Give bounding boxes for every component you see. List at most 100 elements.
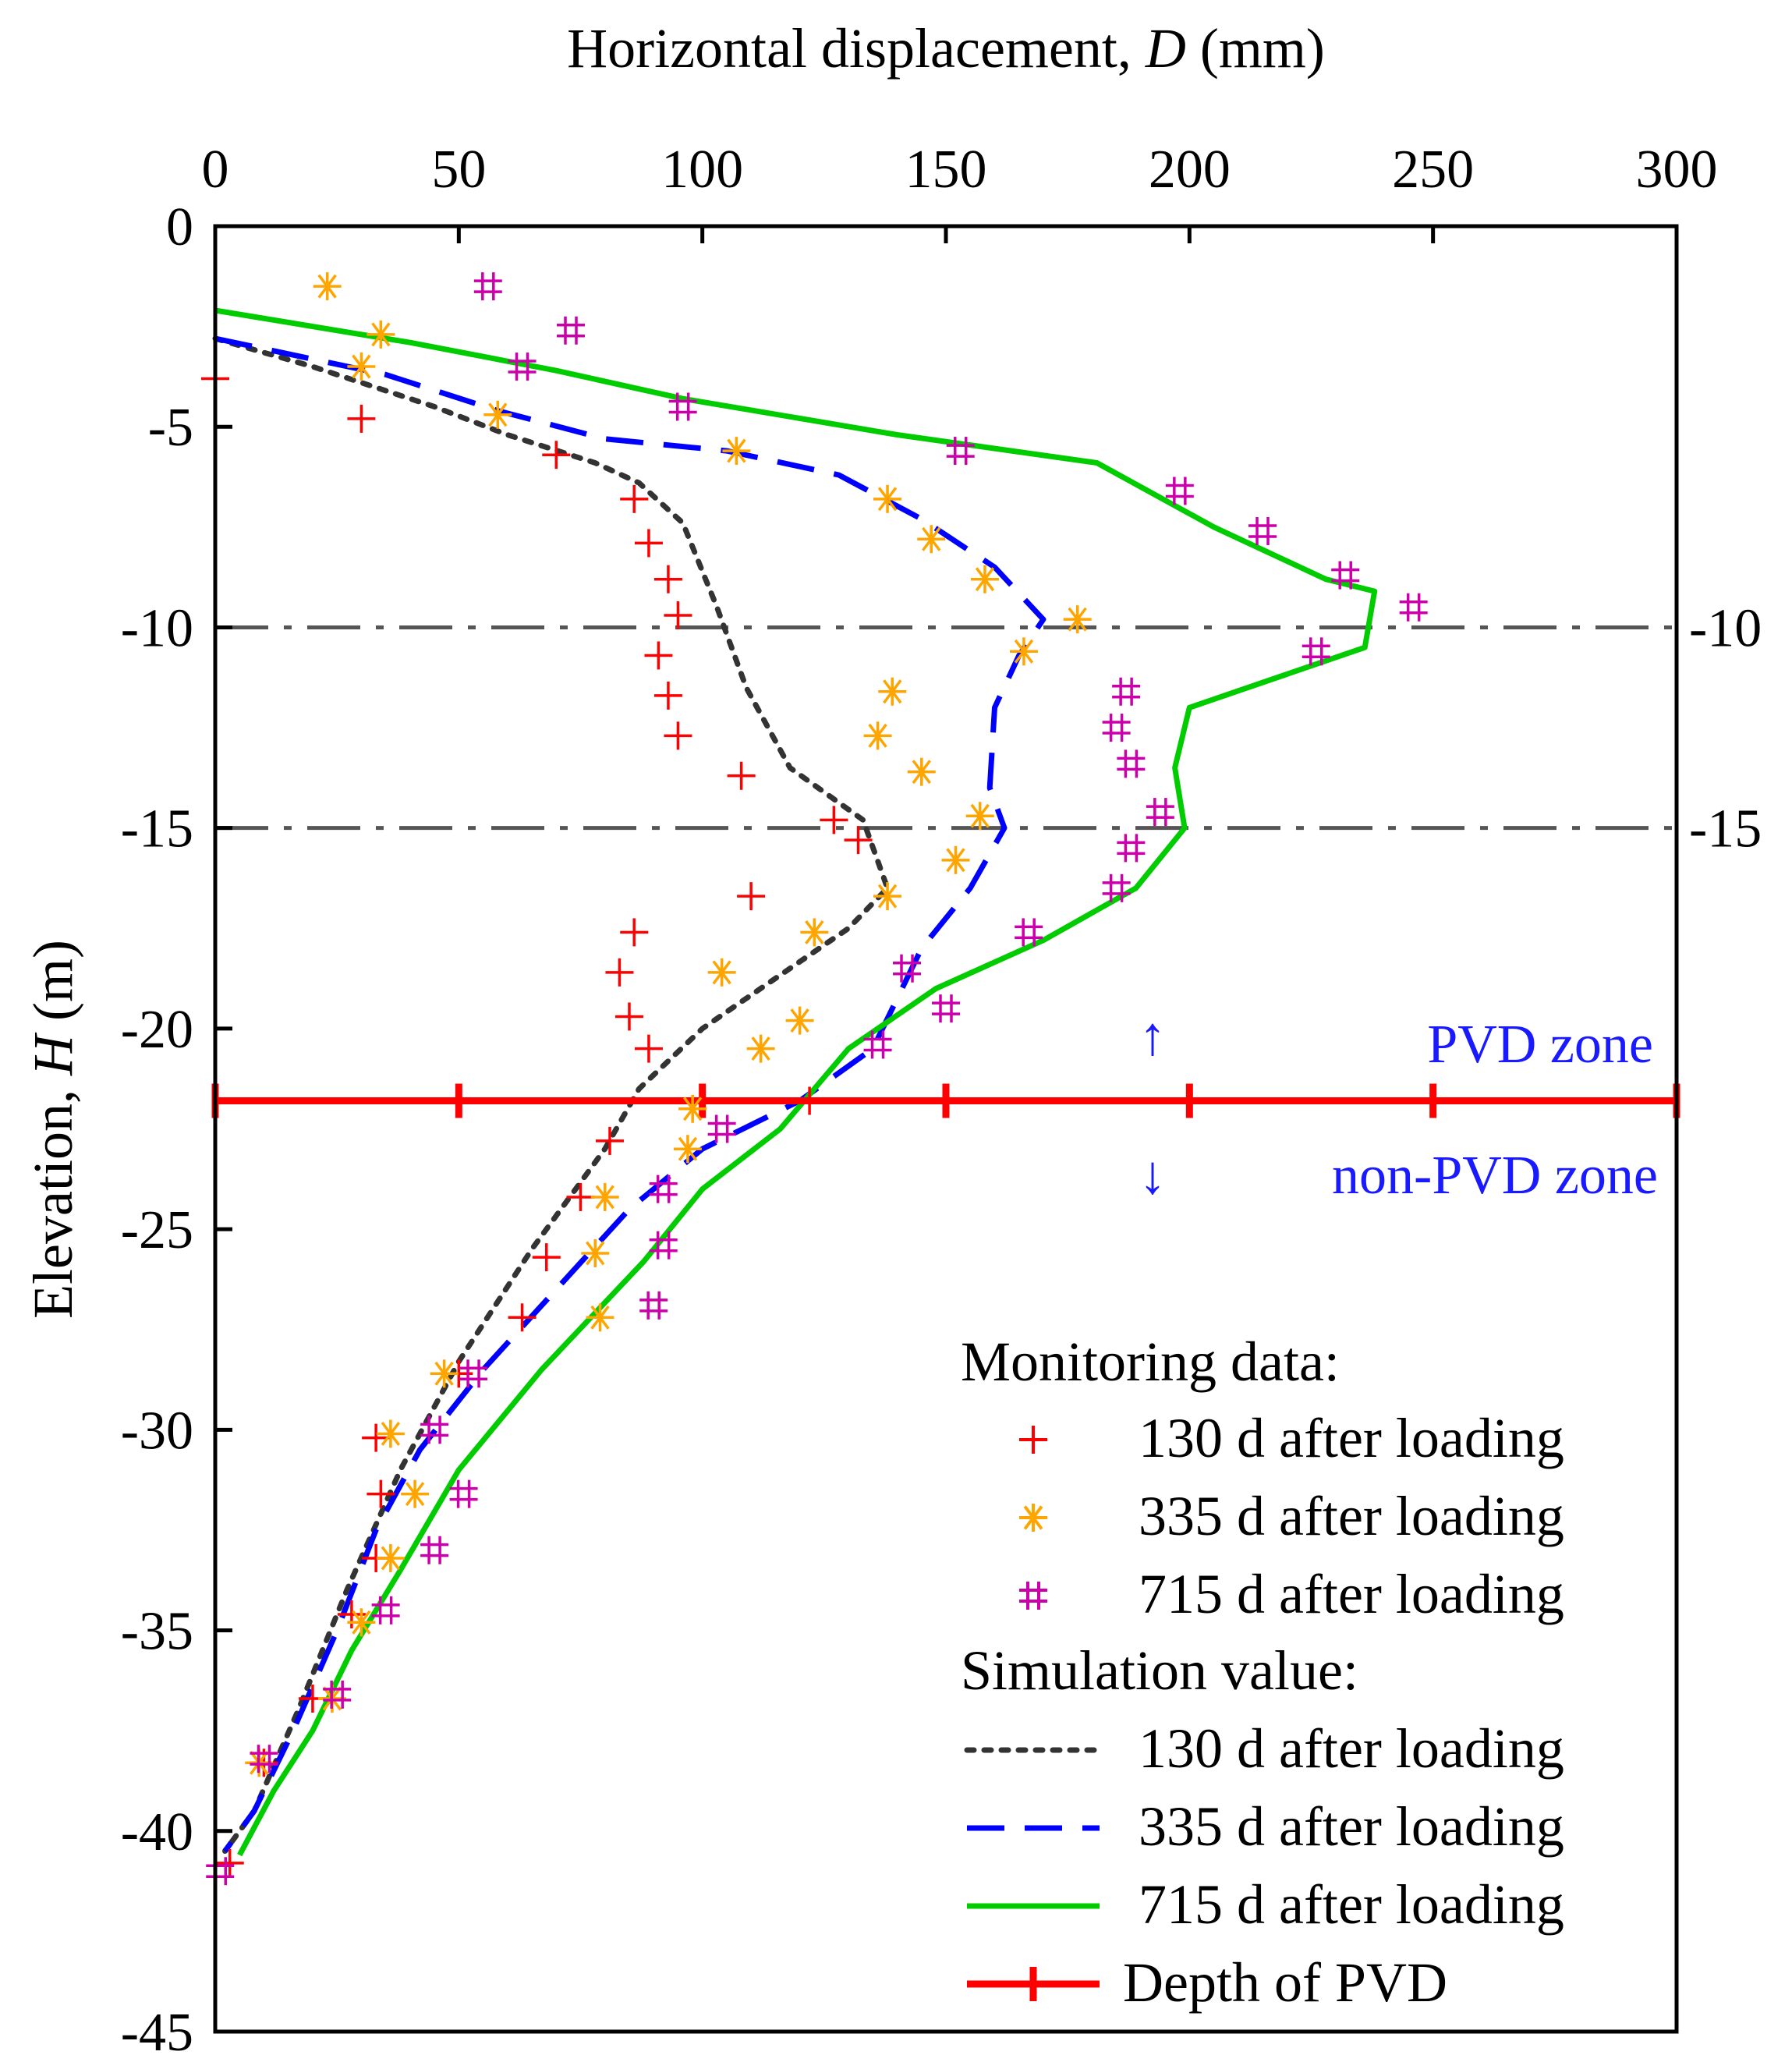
monitoring-point-335d (970, 565, 999, 593)
pvd-depth-layer (211, 1083, 1680, 1118)
monitoring-point-130d (367, 1479, 395, 1508)
monitoring-point-715d (1399, 593, 1428, 622)
legend-monitoring-130d: 130 d after loading (1139, 1407, 1564, 1469)
monitoring-point-715d (250, 1745, 278, 1773)
monitoring-point-715d (1165, 477, 1194, 505)
monitoring-series-layer (201, 272, 1428, 1886)
monitoring-point-130d (566, 1182, 595, 1211)
monitoring-point-130d (215, 1848, 244, 1877)
monitoring-point-715d (420, 1415, 449, 1444)
monitoring-point-130d (795, 1086, 824, 1115)
monitoring-point-335d (673, 1135, 702, 1164)
monitoring-point-130d (620, 484, 649, 513)
monitoring-point-715d (893, 954, 922, 983)
monitoring-point-335d (707, 958, 736, 987)
monitoring-point-130d (614, 1002, 643, 1031)
monitoring-point-715d (449, 1479, 478, 1508)
y-tick-label: -5 (148, 398, 193, 458)
monitoring-point-130d (727, 761, 756, 790)
y-tick-label: -30 (121, 1401, 193, 1461)
simulation-line-130d (212, 335, 891, 1854)
simulation-line-335d (214, 335, 1047, 1853)
monitoring-point-715d (1331, 561, 1360, 590)
monitoring-point-335d (722, 437, 751, 466)
y-axis-title: Elevation, H (m) (22, 940, 84, 1319)
monitoring-point-130d (844, 826, 873, 855)
legend-swatch-monitoring-715d (1019, 1582, 1047, 1610)
monitoring-point-130d (664, 721, 692, 750)
monitoring-point-715d (371, 1596, 400, 1625)
legend-pvd-depth: Depth of PVD (1123, 1951, 1447, 2014)
monitoring-point-335d (746, 1034, 775, 1063)
legend-swatch-monitoring-130d (1019, 1426, 1047, 1454)
x-tick-label: 250 (1392, 140, 1474, 200)
monitoring-point-335d (873, 882, 902, 911)
monitoring-point-715d (1117, 834, 1146, 863)
monitoring-point-130d (737, 882, 766, 911)
legend-simulation-heading: Simulation value: (961, 1639, 1358, 1702)
monitoring-point-715d (1146, 798, 1174, 827)
monitoring-point-335d (581, 1238, 610, 1267)
y-tick-label: -25 (121, 1200, 193, 1260)
monitoring-point-715d (707, 1114, 736, 1143)
monitoring-point-715d (459, 1359, 488, 1388)
x-tick-label: 0 (202, 140, 229, 200)
monitoring-point-715d (473, 272, 502, 301)
monitoring-point-335d (965, 802, 994, 831)
monitoring-point-335d (430, 1359, 459, 1388)
reference-line-label: -15 (1689, 799, 1762, 859)
monitoring-point-130d (634, 1034, 663, 1063)
legend-simulation-130d: 130 d after loading (1139, 1717, 1564, 1780)
monitoring-point-335d (917, 525, 946, 554)
monitoring-point-715d (1015, 918, 1043, 947)
monitoring-point-335d (313, 272, 342, 301)
monitoring-point-335d (367, 320, 395, 349)
monitoring-point-130d (653, 681, 682, 710)
reference-line-label: -10 (1689, 598, 1762, 658)
monitoring-point-715d (557, 316, 586, 345)
monitoring-point-335d (1063, 605, 1092, 634)
monitoring-point-335d (483, 400, 512, 429)
non-pvd-zone-label: non-PVD zone (1332, 1146, 1658, 1206)
monitoring-point-130d (653, 565, 682, 593)
legend: Monitoring data: 130 d after loading 335… (961, 1330, 1564, 2014)
y-tick-label: -40 (121, 1802, 193, 1862)
monitoring-point-335d (800, 918, 829, 947)
monitoring-point-715d (508, 353, 537, 381)
y-tick-label: -10 (121, 598, 193, 658)
reference-lines-layer: -10 -15 (215, 598, 1762, 859)
legend-simulation-715d: 715 d after loading (1139, 1873, 1564, 1936)
monitoring-point-130d (634, 529, 663, 558)
monitoring-point-715d (1102, 714, 1131, 742)
pvd-zone-arrow: ↑ (1139, 1007, 1167, 1067)
monitoring-point-715d (1248, 516, 1277, 545)
monitoring-point-130d (542, 441, 571, 469)
x-tick-label: 200 (1149, 140, 1231, 200)
monitoring-point-335d (376, 1543, 405, 1572)
legend-monitoring-715d: 715 d after loading (1139, 1563, 1564, 1625)
axes-layer: 0 50 100 150 200 250 300 0 -5 -10 -15 -20 -25 -30 -35 -… (121, 140, 1718, 2055)
monitoring-point-335d (863, 721, 892, 750)
x-axis-title: Horizontal displacement, D (mm) (567, 17, 1325, 80)
monitoring-point-715d (1302, 637, 1330, 666)
x-tick-label: 50 (431, 140, 486, 200)
monitoring-point-715d (1102, 873, 1131, 902)
pvd-zone-label: PVD zone (1427, 1015, 1653, 1075)
monitoring-point-335d (586, 1303, 614, 1332)
legend-swatches (964, 1426, 1103, 2001)
monitoring-point-335d (878, 677, 907, 706)
monitoring-point-130d (605, 958, 634, 987)
monitoring-point-335d (941, 845, 970, 874)
monitoring-point-335d (873, 484, 902, 513)
monitoring-point-130d (595, 1126, 624, 1155)
monitoring-point-715d (649, 1231, 678, 1260)
monitoring-point-715d (946, 437, 975, 466)
monitoring-point-130d (532, 1243, 561, 1272)
legend-swatch-monitoring-335d (1019, 1504, 1047, 1532)
monitoring-point-130d (508, 1303, 537, 1332)
monitoring-point-715d (639, 1291, 668, 1320)
monitoring-point-335d (907, 757, 936, 786)
y-tick-label: -15 (121, 799, 193, 859)
monitoring-point-130d (664, 601, 692, 630)
